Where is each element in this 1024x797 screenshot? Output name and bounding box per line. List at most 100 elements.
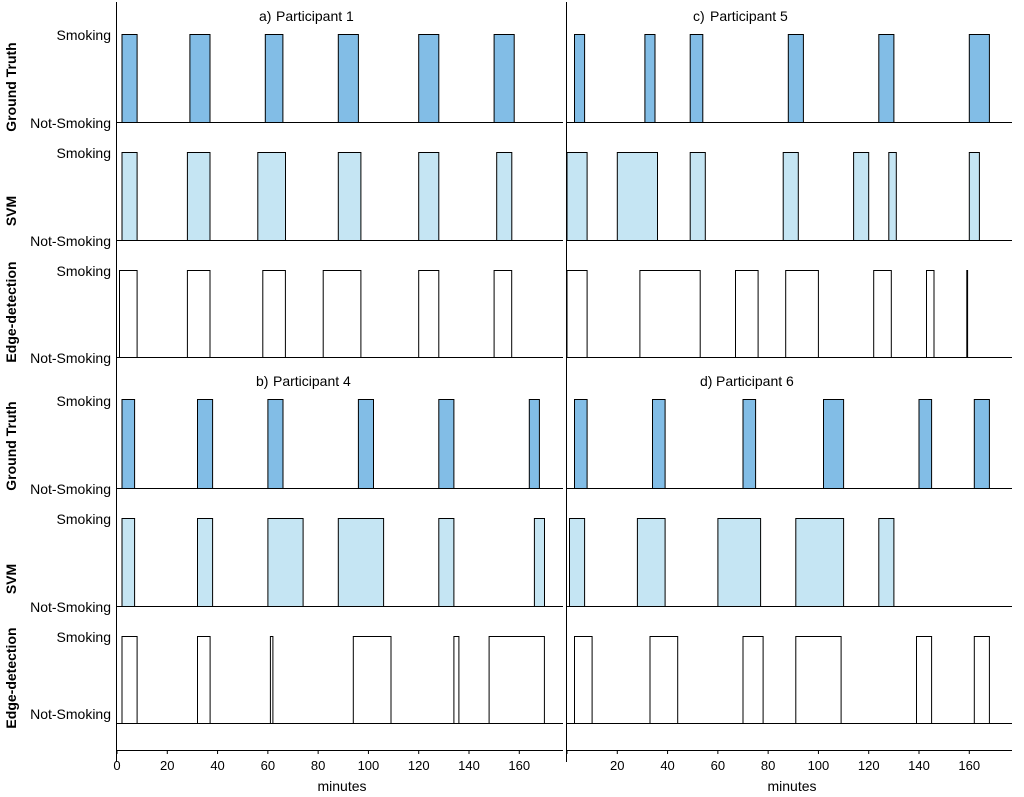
x-tick-label-0-140: 140: [458, 758, 480, 773]
bar-c-svm-1: [566, 152, 588, 241]
bar-b-ground-truth-6: [528, 399, 540, 489]
row-label-svm-top: SVM: [3, 196, 19, 226]
bar-c-edge-detection-5: [873, 270, 892, 358]
panel-a-marker: a): [259, 8, 271, 24]
ylabel-smoking-r5: Smoking: [57, 511, 111, 527]
bar-a-svm-1: [121, 152, 138, 241]
interval-bars: [119, 34, 990, 724]
panel-c-marker: c): [693, 8, 705, 24]
x-tick-label-1-80: 80: [761, 758, 775, 773]
row-label-ground-truth-bottom: Ground Truth: [3, 401, 19, 490]
bar-d-svm-3: [717, 518, 762, 607]
panel-a-title: Participant 1: [276, 8, 354, 24]
bar-c-svm-2: [616, 152, 658, 241]
row-baselines: [117, 122, 1012, 724]
bar-c-svm-3: [689, 152, 706, 241]
bar-c-edge-detection-7: [966, 270, 969, 358]
panel-d-title: Participant 6: [716, 373, 794, 389]
x-tick-label-0-60: 60: [261, 758, 275, 773]
panel-c-title: Participant 5: [710, 8, 788, 24]
x-tick-label-1-40: 40: [660, 758, 674, 773]
row-label-edge-bottom: Edge-detection: [3, 627, 19, 728]
bar-b-ground-truth-5: [438, 399, 455, 489]
bar-d-svm-1: [569, 518, 586, 607]
bar-b-edge-detection-2: [197, 636, 211, 724]
bar-b-svm-4: [337, 518, 385, 607]
bar-b-ground-truth-1: [121, 399, 136, 489]
ylabel-not-smoking-r5: Not-Smoking: [30, 599, 111, 615]
bar-c-edge-detection-1: [566, 270, 588, 358]
x-tick-label-0-0: 0: [113, 758, 120, 773]
bar-c-svm-4: [782, 152, 799, 241]
bar-c-svm-6: [888, 152, 897, 241]
ylabel-not-smoking-r3: Not-Smoking: [30, 350, 111, 366]
row-label-svm-bottom: SVM: [3, 564, 19, 594]
bar-d-ground-truth-4: [823, 399, 845, 489]
bar-a-edge-detection-6: [493, 270, 513, 358]
bar-d-ground-truth-1: [574, 399, 588, 489]
bar-a-edge-detection-5: [418, 270, 440, 358]
bar-b-edge-detection-4: [352, 636, 392, 724]
ylabel-not-smoking-r1: Not-Smoking: [30, 115, 111, 131]
panel-d-marker: d): [700, 373, 712, 389]
ylabel-smoking-r2: Smoking: [57, 145, 111, 161]
x-axis-title-right: minutes: [767, 778, 816, 794]
x-tick-label-1-20: 20: [610, 758, 624, 773]
bar-c-ground-truth-1: [574, 34, 586, 123]
bar-b-ground-truth-2: [197, 399, 214, 489]
bar-a-svm-5: [418, 152, 440, 241]
x-tick-label-1-60: 60: [711, 758, 725, 773]
x-tick-label-0-160: 160: [508, 758, 530, 773]
x-tick-label-0-20: 20: [160, 758, 174, 773]
bar-c-edge-detection-6: [926, 270, 935, 358]
bar-d-edge-detection-3: [742, 636, 764, 724]
bar-b-edge-detection-5: [453, 636, 460, 724]
x-tick-label-1-120: 120: [858, 758, 880, 773]
panel-b-marker: b): [256, 373, 268, 389]
bar-b-edge-detection-6: [488, 636, 545, 724]
bar-d-ground-truth-5: [918, 399, 933, 489]
ylabel-not-smoking-r2: Not-Smoking: [30, 233, 111, 249]
bar-b-svm-3: [267, 518, 304, 607]
bar-d-edge-detection-1: [574, 636, 593, 724]
bar-b-svm-5: [438, 518, 455, 607]
bar-a-ground-truth-6: [493, 34, 515, 123]
bar-d-svm-5: [878, 518, 895, 607]
bar-b-edge-detection-3: [269, 636, 274, 724]
ylabel-not-smoking-r4: Not-Smoking: [30, 481, 111, 497]
row-label-ground-truth-top: Ground Truth: [3, 42, 19, 131]
bar-d-ground-truth-6: [973, 399, 990, 489]
bar-d-svm-4: [795, 518, 845, 607]
bar-a-edge-detection-3: [262, 270, 286, 358]
x-tick-label-0-40: 40: [210, 758, 224, 773]
bar-d-edge-detection-4: [795, 636, 842, 724]
bar-c-svm-7: [968, 152, 980, 241]
bar-a-ground-truth-3: [264, 34, 284, 123]
bar-a-ground-truth-5: [418, 34, 440, 123]
bar-d-edge-detection-5: [916, 636, 933, 724]
bar-d-ground-truth-3: [742, 399, 757, 489]
bar-a-ground-truth-4: [337, 34, 359, 123]
ylabel-smoking-r3: Smoking: [57, 263, 111, 279]
x-tick-label-0-80: 80: [311, 758, 325, 773]
ylabel-smoking-r1: Smoking: [57, 27, 111, 43]
bar-d-svm-2: [636, 518, 666, 607]
x-tick-label-1-160: 160: [958, 758, 980, 773]
x-axis-title-left: minutes: [317, 778, 366, 794]
bar-b-svm-1: [121, 518, 136, 607]
ylabel-smoking-r6: Smoking: [57, 629, 111, 645]
bar-d-edge-detection-2: [649, 636, 679, 724]
bar-a-svm-6: [496, 152, 513, 241]
bar-a-svm-4: [337, 152, 362, 241]
panel-b-title: Participant 4: [273, 373, 351, 389]
bar-c-edge-detection-2: [639, 270, 701, 358]
bar-d-edge-detection-6: [973, 636, 990, 724]
ylabel-smoking-r4: Smoking: [57, 393, 111, 409]
bar-a-edge-detection-2: [186, 270, 211, 358]
x-tick-label-1-140: 140: [908, 758, 930, 773]
ylabel-not-smoking-r6: Not-Smoking: [30, 706, 111, 722]
row-label-edge-top: Edge-detection: [3, 261, 19, 362]
bar-b-svm-2: [197, 518, 214, 607]
x-tick-label-1-100: 100: [808, 758, 830, 773]
